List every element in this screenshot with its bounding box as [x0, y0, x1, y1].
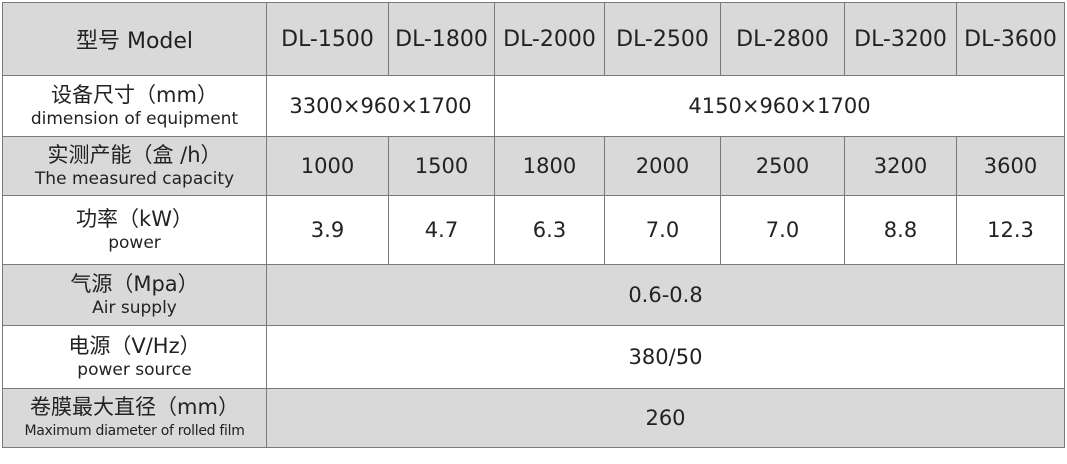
model-cell: DL-2000: [494, 2, 605, 76]
row-label-cn: 电源（V/Hz）: [68, 334, 201, 358]
model-cell: DL-1800: [388, 2, 495, 76]
spec-table: 型号 Model DL-1500 DL-1800 DL-2000 DL-2500…: [2, 2, 1065, 448]
power-cell: 8.8: [844, 195, 957, 265]
row-label: 电源（V/Hz） power source: [2, 325, 267, 389]
row-label-en: Air supply: [92, 298, 177, 318]
air-supply-value: 0.6-0.8: [266, 264, 1065, 326]
power-cell: 12.3: [956, 195, 1065, 265]
row-label-cn: 卷膜最大直径（mm）: [30, 395, 239, 419]
dimension-value-b: 4150×960×1700: [494, 75, 1065, 137]
row-label: 卷膜最大直径（mm） Maximum diameter of rolled fi…: [2, 388, 267, 448]
capacity-cell: 2000: [604, 136, 721, 196]
power-source-row: 电源（V/Hz） power source 380/50: [2, 325, 1065, 389]
power-cell: 7.0: [604, 195, 721, 265]
film-diameter-value: 260: [266, 388, 1065, 448]
capacity-row: 实测产能（盒 /h） The measured capacity 1000 15…: [2, 136, 1065, 196]
row-label-en: Maximum diameter of rolled film: [24, 423, 245, 439]
row-label-en: dimension of equipment: [30, 109, 239, 129]
air-supply-row: 气源（Mpa） Air supply 0.6-0.8: [2, 264, 1065, 326]
model-cell: DL-1500: [266, 2, 389, 76]
row-label-cn: 功率（kW）: [76, 207, 193, 231]
row-label-cn: 设备尺寸（mm）: [51, 83, 218, 107]
capacity-cell: 3600: [956, 136, 1065, 196]
row-label-en: power: [108, 233, 161, 253]
row-label: 实测产能（盒 /h） The measured capacity: [2, 136, 267, 196]
row-label-cn: 实测产能（盒 /h）: [47, 143, 222, 167]
model-cell: DL-2800: [720, 2, 845, 76]
capacity-cell: 1000: [266, 136, 389, 196]
capacity-cell: 2500: [720, 136, 845, 196]
row-label-en: The measured capacity: [34, 169, 235, 189]
power-cell: 4.7: [388, 195, 495, 265]
capacity-cell: 1800: [494, 136, 605, 196]
model-cell: DL-3600: [956, 2, 1065, 76]
model-cell: DL-3200: [844, 2, 957, 76]
row-label: 功率（kW） power: [2, 195, 267, 265]
row-label-en: power source: [77, 360, 192, 380]
film-diameter-row: 卷膜最大直径（mm） Maximum diameter of rolled fi…: [2, 388, 1065, 448]
capacity-cell: 1500: [388, 136, 495, 196]
row-label-cn: 气源（Mpa）: [70, 272, 199, 296]
dimension-row: 设备尺寸（mm） dimension of equipment 3300×960…: [2, 75, 1065, 137]
row-label: 设备尺寸（mm） dimension of equipment: [2, 75, 267, 137]
power-row: 功率（kW） power 3.9 4.7 6.3 7.0 7.0 8.8 12.…: [2, 195, 1065, 265]
header-row: 型号 Model DL-1500 DL-1800 DL-2000 DL-2500…: [2, 2, 1065, 76]
power-cell: 3.9: [266, 195, 389, 265]
power-source-value: 380/50: [266, 325, 1065, 389]
model-label: 型号 Model: [2, 2, 267, 76]
capacity-cell: 3200: [844, 136, 957, 196]
power-cell: 7.0: [720, 195, 845, 265]
model-cell: DL-2500: [604, 2, 721, 76]
row-label: 气源（Mpa） Air supply: [2, 264, 267, 326]
dimension-value-a: 3300×960×1700: [266, 75, 495, 137]
power-cell: 6.3: [494, 195, 605, 265]
